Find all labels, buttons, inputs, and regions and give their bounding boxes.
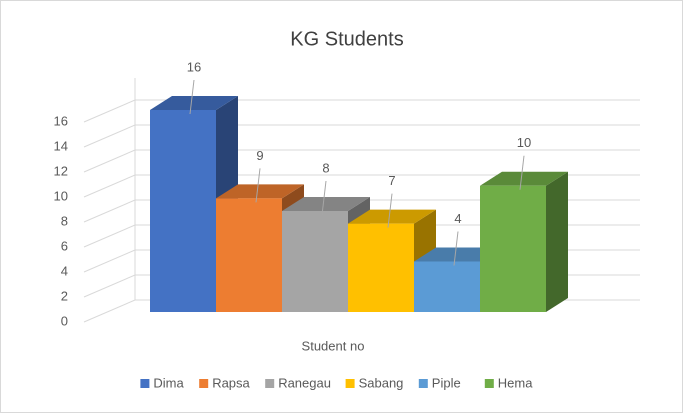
y-tick-label: 8 (61, 213, 68, 228)
grid-line (83, 174, 640, 198)
leader-line (255, 168, 261, 203)
bar (216, 198, 282, 312)
data-label: 8 (322, 160, 329, 175)
grid-line (83, 224, 640, 248)
data-label: 4 (454, 211, 461, 226)
y-tick-label: 14 (54, 138, 68, 153)
legend-swatch (484, 379, 494, 388)
leader-line (519, 155, 525, 190)
data-label: 7 (388, 173, 395, 188)
bar-top (150, 96, 238, 110)
bar-side (546, 171, 568, 312)
y-tick-label: 6 (61, 238, 68, 253)
x-tick-label: Student no (302, 338, 365, 353)
leader-line (321, 180, 327, 216)
y-tick-label: 10 (54, 188, 68, 203)
chart-title: KG Students (290, 28, 403, 50)
data-label: 16 (187, 59, 201, 74)
y-tick-label: 2 (61, 288, 68, 303)
grid-line (83, 149, 640, 173)
data-label: 10 (517, 135, 531, 150)
legend-swatch (345, 379, 355, 388)
bar (414, 261, 480, 312)
leader-line (189, 79, 195, 115)
y-tick-label: 16 (54, 113, 68, 128)
y-tick-label: 0 (61, 313, 68, 328)
legend-swatch (418, 379, 428, 388)
bar (150, 110, 216, 312)
grid-line (83, 199, 640, 223)
bar (282, 211, 348, 312)
bar-top (216, 184, 304, 199)
bar-top (480, 171, 568, 186)
legend-swatch (199, 379, 209, 388)
legend-swatch (140, 379, 150, 388)
y-tick-label: 12 (54, 163, 68, 178)
legend-label: Hema (498, 375, 533, 390)
data-label: 9 (256, 148, 263, 163)
bar (480, 185, 546, 312)
leader-line (387, 193, 393, 228)
legend-label: Piple (432, 375, 461, 390)
legend-swatch (265, 379, 275, 388)
legend-label: Dima (153, 375, 184, 390)
bar (348, 223, 414, 312)
legend-label: Rapsa (212, 375, 250, 390)
legend-label: Ranegau (278, 375, 331, 390)
bar-top (282, 197, 370, 211)
grid-line (83, 99, 640, 123)
y-tick-label: 4 (61, 263, 68, 278)
bar-top (348, 209, 436, 224)
leader-line (453, 231, 459, 266)
grid-line (83, 124, 640, 148)
legend-label: Sabang (359, 375, 404, 390)
